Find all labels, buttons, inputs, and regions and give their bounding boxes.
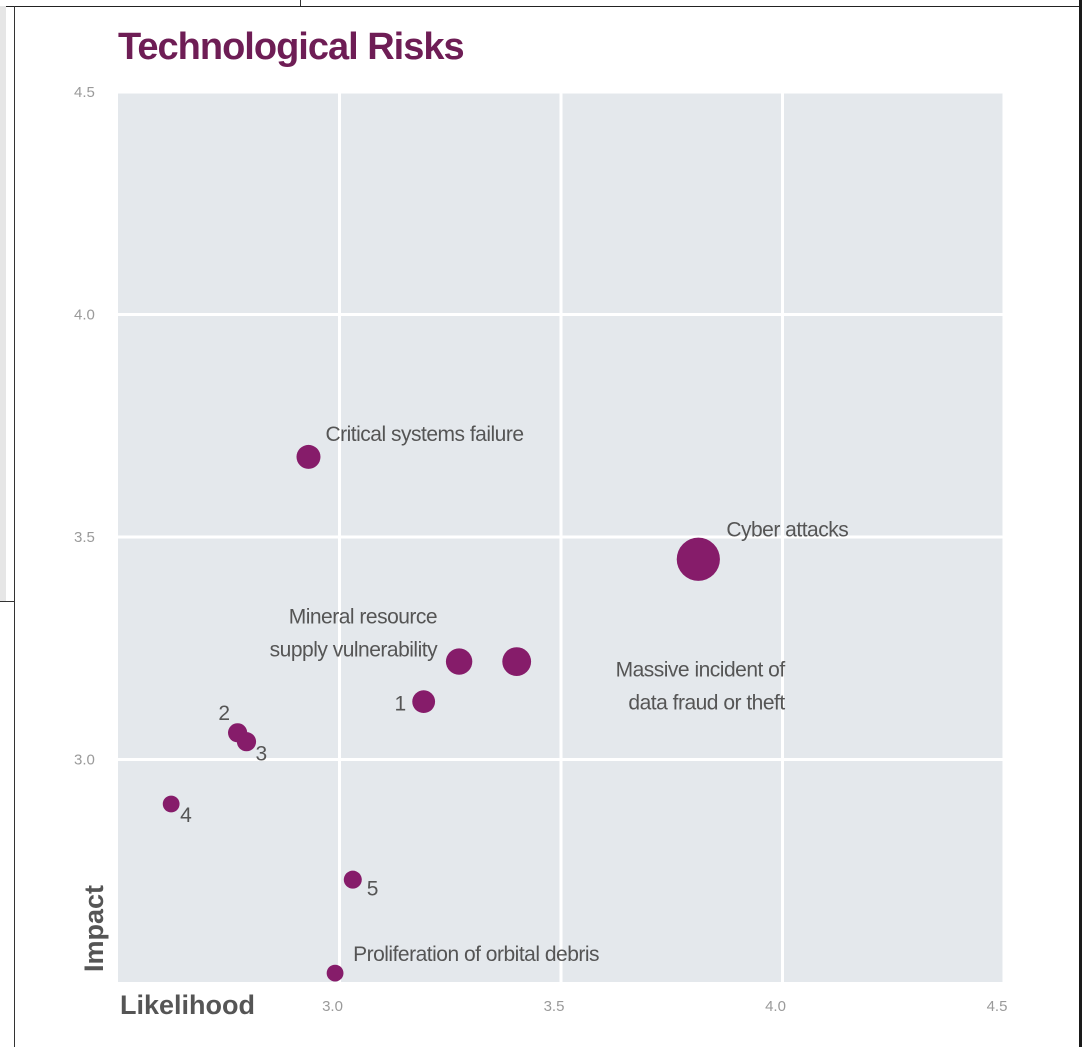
frame-left-strip [0, 6, 6, 601]
point-mineral [445, 648, 473, 675]
point-label-p3: 3 [255, 743, 266, 766]
point-p4 [162, 795, 180, 813]
y-tick-label-2: 3.5 [74, 529, 95, 546]
frame-top-edge [0, 0, 1082, 7]
chart-title: Technological Risks [118, 26, 465, 68]
x-tick-label-2: 3.5 [544, 998, 565, 1015]
point-cyber [676, 537, 720, 581]
grid-lines [118, 90, 1006, 982]
frame-left-border [14, 6, 15, 1047]
y-axis-label: Impact [79, 885, 109, 972]
y-tick-label-3: 4.0 [74, 307, 95, 324]
point-label-p5: 5 [367, 878, 378, 901]
point-label-debris: Proliferation of orbital debris [353, 943, 599, 966]
x-tick-label-1: 3.0 [322, 998, 343, 1015]
point-label-p1: 1 [394, 693, 405, 716]
point-label-massive: Massive incident of data fraud or theft [616, 659, 786, 715]
x-axis-label: Likelihood [120, 990, 255, 1020]
point-p5 [343, 870, 362, 889]
point-p1 [412, 690, 436, 714]
point-massive [502, 647, 532, 676]
point-label-cyber: Cyber attacks [726, 518, 848, 541]
axis-ticks: 3.0 3.5 4.0 4.5 3.0 3.5 4.0 4.5 [74, 84, 1007, 1015]
point-p3 [236, 732, 257, 752]
frame-right-edge [1079, 0, 1082, 1047]
y-tick-label-4: 4.5 [74, 84, 95, 101]
x-tick-label-4: 4.5 [987, 998, 1008, 1015]
point-labels: Critical systems failure Cyber attacks Min… [180, 423, 849, 966]
point-label-p4: 4 [180, 804, 192, 827]
y-tick-label-1: 3.0 [74, 752, 95, 769]
point-label-p2: 2 [218, 702, 229, 725]
data-points [162, 444, 720, 982]
frame-left-rule [0, 601, 14, 602]
point-critical [296, 444, 321, 469]
point-debris [326, 964, 344, 982]
frame-top-tick [300, 0, 301, 6]
point-label-mineral: Mineral resource supply vulnerability [270, 606, 438, 662]
point-label-critical: Critical systems failure [325, 423, 523, 446]
x-tick-label-3: 4.0 [765, 998, 786, 1015]
